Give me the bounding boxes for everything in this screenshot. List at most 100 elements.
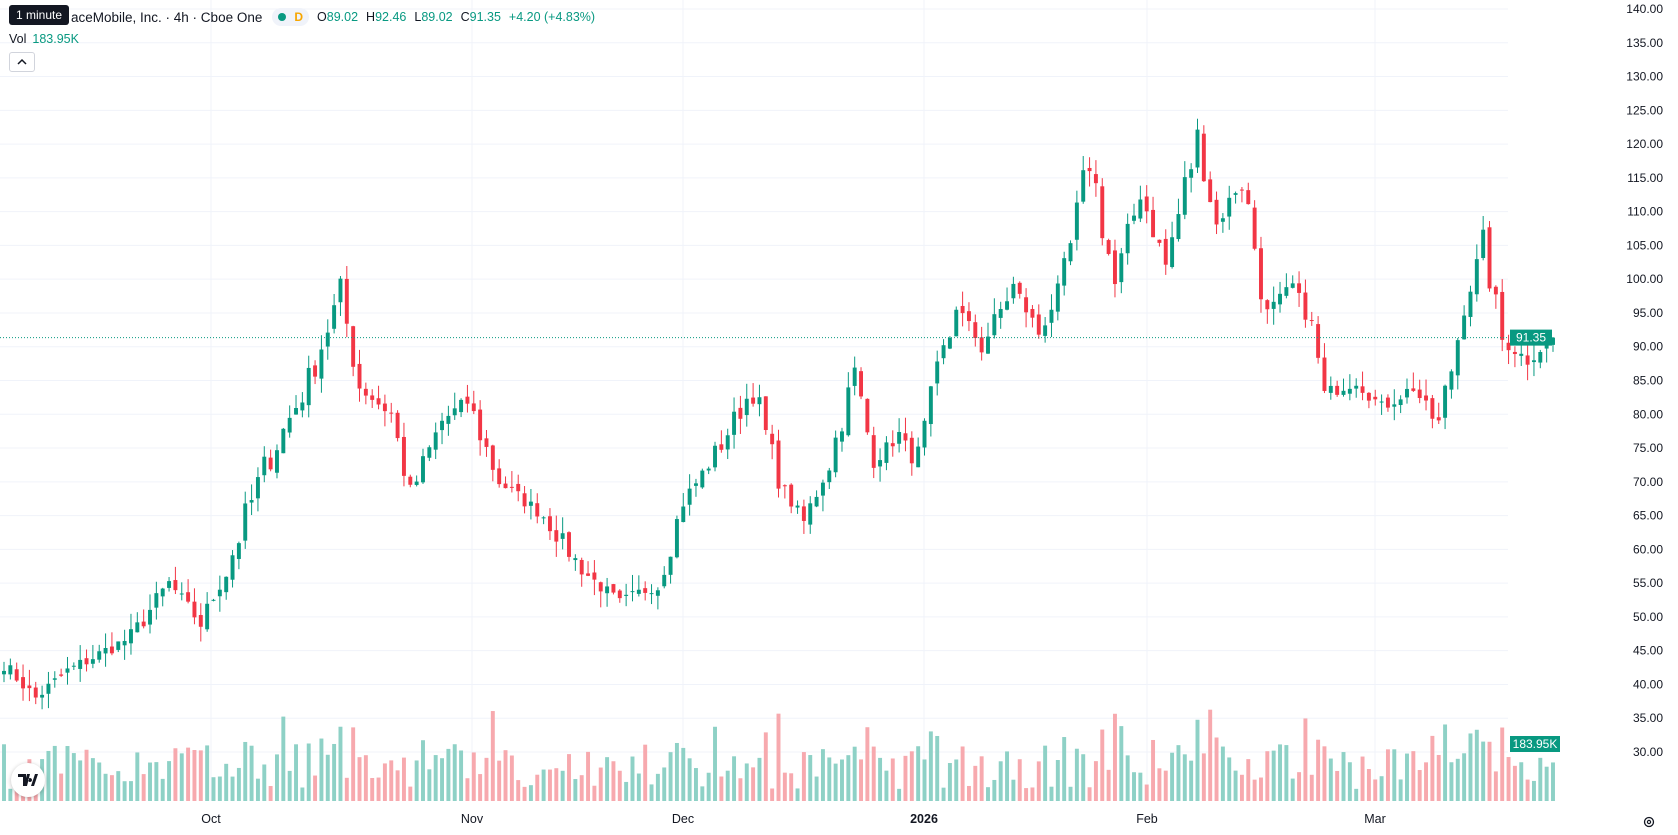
candle-body — [141, 621, 146, 627]
candle-body — [928, 386, 933, 425]
candle-body — [801, 506, 806, 521]
candle-body — [1208, 179, 1213, 203]
candle-body — [732, 411, 737, 435]
candle-body — [668, 556, 673, 575]
candle-body — [294, 408, 298, 415]
candle-body — [630, 591, 635, 593]
candle-body — [1049, 309, 1054, 323]
candle-body — [1265, 300, 1270, 310]
volume-bar — [528, 785, 533, 801]
volume-bar — [751, 767, 756, 801]
candle-body — [757, 397, 762, 405]
candle-body — [579, 559, 584, 575]
price-tick-label: 65.00 — [1633, 509, 1663, 523]
market-status[interactable]: D — [272, 8, 310, 26]
candle-body — [382, 403, 387, 412]
candle-body — [941, 345, 946, 359]
volume-bar — [738, 778, 743, 801]
collapse-legend-button[interactable] — [9, 52, 35, 72]
candle-body — [1436, 417, 1441, 421]
volume-bar — [1189, 760, 1194, 801]
time-tick-label: 2026 — [910, 812, 938, 826]
volume-bar — [1093, 761, 1098, 801]
candle-body — [135, 622, 140, 633]
volume-bar — [1259, 777, 1263, 801]
volume-bar — [452, 744, 457, 801]
volume-bar — [840, 759, 844, 801]
volume-bar — [846, 755, 851, 801]
candle-body — [497, 468, 502, 485]
volume-bar — [84, 749, 89, 801]
volume-bar — [1551, 762, 1555, 801]
volume-bar — [662, 767, 667, 801]
volume-bar — [770, 788, 775, 801]
candle-body — [1259, 248, 1263, 300]
candle-body — [1125, 223, 1130, 254]
candle-body — [433, 432, 438, 450]
last-price-tag[interactable] — [1510, 329, 1552, 346]
candle-body — [725, 435, 730, 450]
candle-body — [846, 387, 851, 436]
volume-bar — [1043, 745, 1048, 801]
symbol-title[interactable]: aceMobile, Inc. · 4h · Cboe One — [71, 9, 263, 25]
candle-body — [243, 503, 248, 541]
candle-body — [713, 445, 717, 468]
volume-bar — [1024, 788, 1029, 801]
candle-body — [655, 590, 660, 596]
volume-bar — [446, 748, 451, 801]
candle-body — [325, 332, 330, 347]
candle-body — [465, 396, 470, 404]
candle-body — [427, 447, 432, 458]
volume-bar — [655, 773, 660, 801]
volume-bar — [52, 745, 57, 801]
volume-legend: Vol 183.95K — [9, 32, 79, 46]
volume-bar — [497, 760, 502, 801]
volume-bar — [605, 757, 610, 801]
volume-bar — [782, 772, 787, 801]
candle-body — [287, 417, 292, 433]
candle-body — [1087, 167, 1092, 172]
volume-bar — [363, 755, 368, 801]
volume-bar — [1062, 737, 1067, 801]
settings-gear-icon[interactable] — [1642, 815, 1656, 829]
volume-bar — [884, 770, 889, 801]
candle-body — [332, 305, 337, 329]
volume-bar — [1011, 779, 1016, 801]
volume-bar — [414, 760, 419, 801]
chevron-up-icon — [17, 58, 27, 65]
volume-bar — [674, 742, 679, 801]
candle-body — [1068, 243, 1073, 262]
candle-body — [205, 603, 210, 630]
volume-bar — [167, 761, 172, 801]
price-tick-label: 30.00 — [1633, 745, 1663, 759]
time-axis[interactable]: Oct Nov Dec 2026 Feb Mar — [201, 812, 1385, 826]
candle-body — [535, 503, 540, 517]
candle-body — [281, 428, 286, 454]
candle-body — [528, 501, 533, 506]
price-tick-label: 95.00 — [1633, 306, 1663, 320]
candle-body — [1366, 392, 1371, 401]
volume-bar — [186, 747, 191, 801]
volume-bar — [681, 747, 686, 801]
candle-body — [789, 484, 794, 507]
tradingview-logo[interactable] — [11, 763, 45, 797]
candle-body — [1284, 287, 1289, 296]
candle-body — [547, 516, 552, 532]
price-tick-label: 60.00 — [1633, 542, 1663, 556]
candle-body — [1214, 199, 1219, 225]
volume-bar — [1271, 750, 1276, 801]
candle-body — [14, 669, 19, 681]
volume-bar — [1455, 758, 1460, 801]
volume-bar — [440, 758, 445, 801]
candle-body — [687, 488, 692, 505]
last-volume-tag[interactable] — [1510, 736, 1560, 752]
volume-bar — [897, 788, 902, 801]
price-change: +4.20 (+4.83%) — [508, 10, 596, 24]
candle-body — [992, 314, 997, 336]
price-tick-label: 35.00 — [1633, 711, 1663, 725]
price-axis[interactable]: 140.00 135.00 130.00 125.00 120.00 115.00 110.… — [1510, 2, 1663, 759]
price-tick-label: 85.00 — [1633, 374, 1663, 388]
volume-bar — [1112, 713, 1117, 801]
close-label: C — [460, 10, 470, 24]
